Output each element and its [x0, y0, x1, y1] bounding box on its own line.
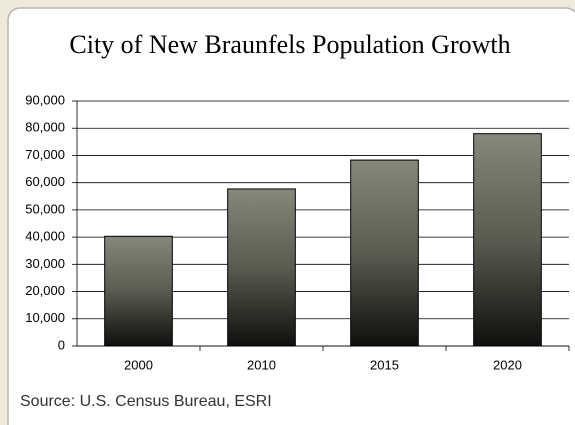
x-tick-label: 2000: [124, 357, 153, 372]
x-tick-label: 2015: [370, 357, 399, 372]
y-tick-label: 80,000: [25, 120, 65, 135]
y-tick-label: 70,000: [25, 147, 65, 162]
y-tick-label: 10,000: [25, 310, 65, 325]
y-tick-label: 60,000: [25, 174, 65, 189]
y-tick-label: 40,000: [25, 229, 65, 244]
bar: [350, 159, 419, 347]
chart-title: City of New Braunfels Population Growth: [69, 30, 510, 59]
y-tick-label: 90,000: [25, 92, 65, 107]
y-tick-label: 20,000: [25, 283, 65, 298]
bar: [473, 133, 542, 347]
x-tick-label: 2020: [493, 357, 522, 372]
x-tick-label: 2010: [247, 357, 276, 372]
y-tick-label: 0: [58, 337, 65, 352]
bar: [104, 235, 173, 347]
bar: [227, 188, 296, 347]
source-note: Source: U.S. Census Bureau, ESRI: [20, 393, 272, 410]
y-tick-label: 50,000: [25, 201, 65, 216]
y-tick-label: 30,000: [25, 256, 65, 271]
